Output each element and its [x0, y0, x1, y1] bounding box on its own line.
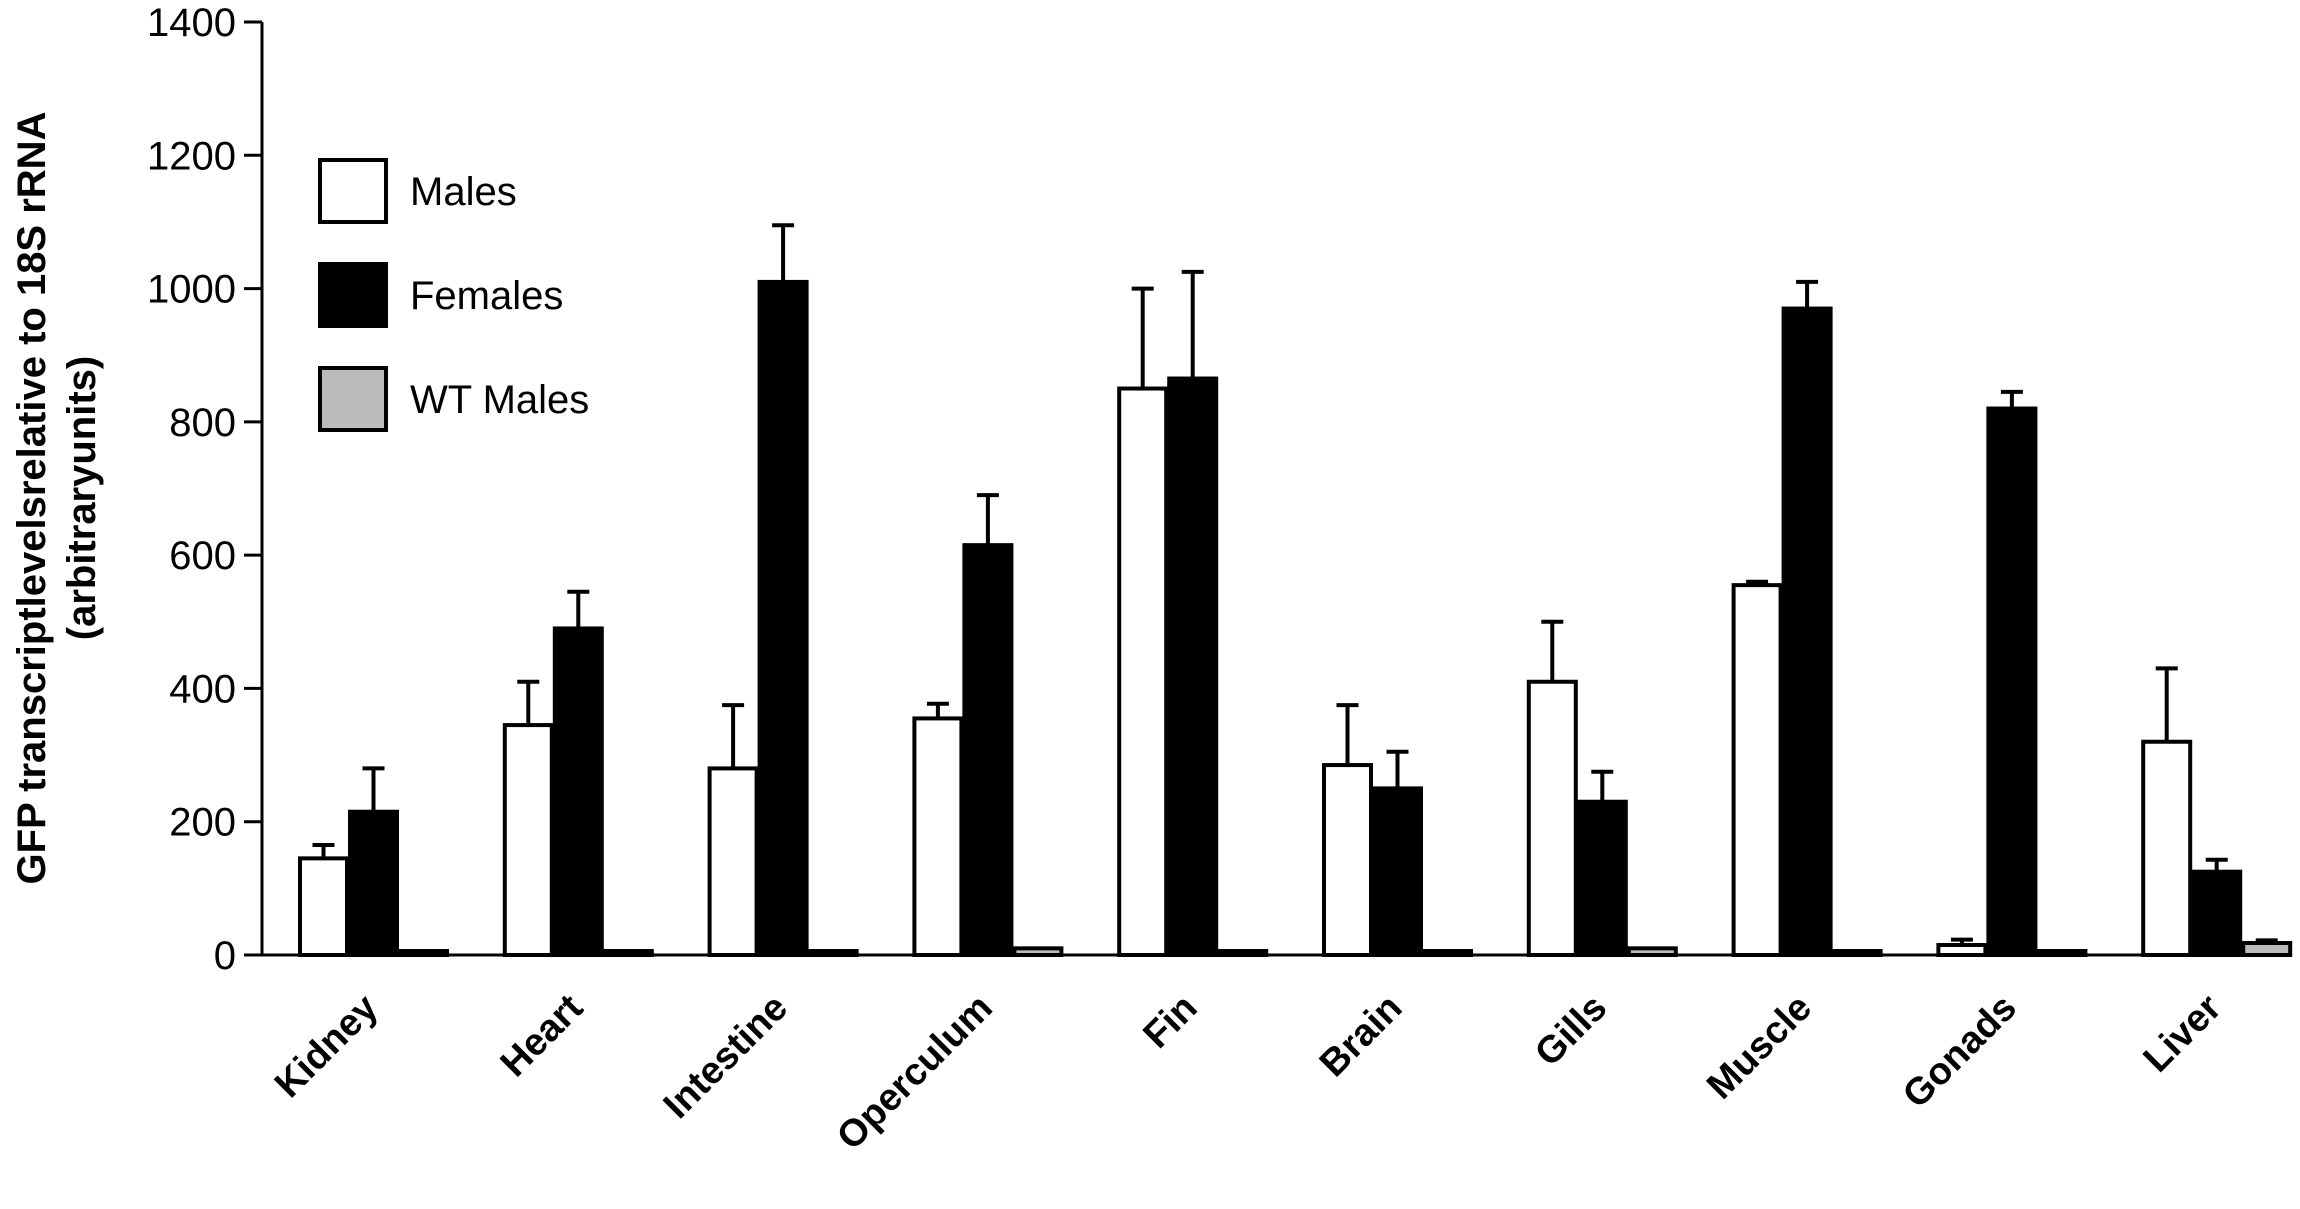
bar-wt-males — [1012, 946, 1064, 957]
bar-group-kidney — [298, 766, 449, 957]
bar-wt-males — [2241, 941, 2293, 957]
bar-males — [707, 766, 759, 958]
legend-label: WT Males — [410, 378, 589, 422]
bar-females — [1781, 306, 1833, 958]
bar-group-operculum — [912, 493, 1064, 957]
bar-females — [962, 543, 1014, 957]
x-tick-label: Intestine — [656, 987, 796, 1127]
bar-females — [757, 279, 809, 957]
x-tick-label: Gills — [1527, 987, 1615, 1075]
bar-females — [2191, 869, 2243, 957]
bar-group-liver — [2141, 666, 2293, 957]
bar-wt-males — [602, 949, 654, 957]
y-tick-label: 1000 — [147, 268, 236, 312]
bar-males — [1936, 943, 1988, 958]
bar-females — [552, 626, 604, 957]
x-tick-label: Heart — [493, 986, 592, 1085]
legend-swatch — [318, 262, 388, 328]
bar-males — [1322, 763, 1373, 958]
legend: Males Females WT Males — [318, 158, 589, 432]
bar-wt-males — [1217, 949, 1269, 957]
bar-females — [1986, 406, 2038, 957]
bar-females — [348, 809, 399, 957]
bar-males — [298, 856, 349, 957]
y-tick-label: 0 — [214, 934, 236, 978]
bar-group-intestine — [707, 223, 859, 958]
bar-group-muscle — [1731, 279, 1883, 958]
bar-males — [912, 716, 964, 957]
legend-item-wt-males: WT Males — [318, 366, 589, 432]
bar-wt-males — [1831, 949, 1883, 957]
bar-groups — [298, 223, 2293, 958]
bar-wt-males — [807, 949, 859, 957]
x-tick-label: Gonads — [1895, 987, 2025, 1117]
bar-males — [1526, 679, 1578, 957]
legend-label: Females — [410, 274, 563, 318]
x-tick-label: Kidney — [267, 987, 386, 1106]
legend-item-females: Females — [318, 262, 563, 328]
category-labels: Kidney Heart Intestine Operculum Fin Brain Gil… — [267, 986, 2230, 1158]
bar-group-gonads — [1936, 389, 2088, 958]
y-tick-label: 800 — [169, 401, 236, 445]
bar-males — [1117, 386, 1169, 957]
bar-males — [1731, 583, 1783, 957]
x-tick-label: Operculum — [829, 987, 1001, 1159]
legend-label: Males — [410, 170, 517, 214]
bar-group-gills — [1526, 619, 1678, 957]
y-axis-title-units: (arbitraryunits) — [60, 356, 104, 641]
bar-wt-males — [398, 949, 449, 957]
y-tick-label: 1200 — [147, 134, 236, 178]
bar-females — [1576, 799, 1628, 957]
bar-group-fin — [1117, 269, 1269, 957]
y-tick-label: 400 — [169, 667, 236, 711]
bar-group-heart — [502, 589, 654, 958]
legend-swatch — [318, 158, 388, 224]
legend-item-males: Males — [318, 158, 517, 224]
bar-females — [1167, 376, 1219, 957]
bar-wt-males — [1626, 946, 1678, 957]
bar-males — [502, 723, 554, 958]
x-tick-label: Brain — [1312, 987, 1410, 1085]
y-tick-label: 1400 — [147, 1, 236, 45]
bar-wt-males — [1422, 949, 1473, 957]
y-tick-label: 200 — [169, 801, 236, 845]
bar-males — [2141, 739, 2193, 957]
y-axis-title: GFP transcriptlevelsrelative to 18S rRNA — [10, 112, 54, 885]
x-tick-label: Muscle — [1699, 987, 1820, 1108]
legend-swatch — [318, 366, 388, 432]
y-axis: 0 200 400 600 800 1000 1200 1400 — [147, 1, 264, 978]
bar-group-brain — [1322, 703, 1473, 958]
bar-females — [1372, 786, 1423, 958]
bar-wt-males — [2036, 949, 2088, 957]
y-tick-label: 600 — [169, 534, 236, 578]
x-tick-label: Liver — [2136, 987, 2230, 1081]
x-tick-label: Fin — [1136, 987, 1206, 1057]
